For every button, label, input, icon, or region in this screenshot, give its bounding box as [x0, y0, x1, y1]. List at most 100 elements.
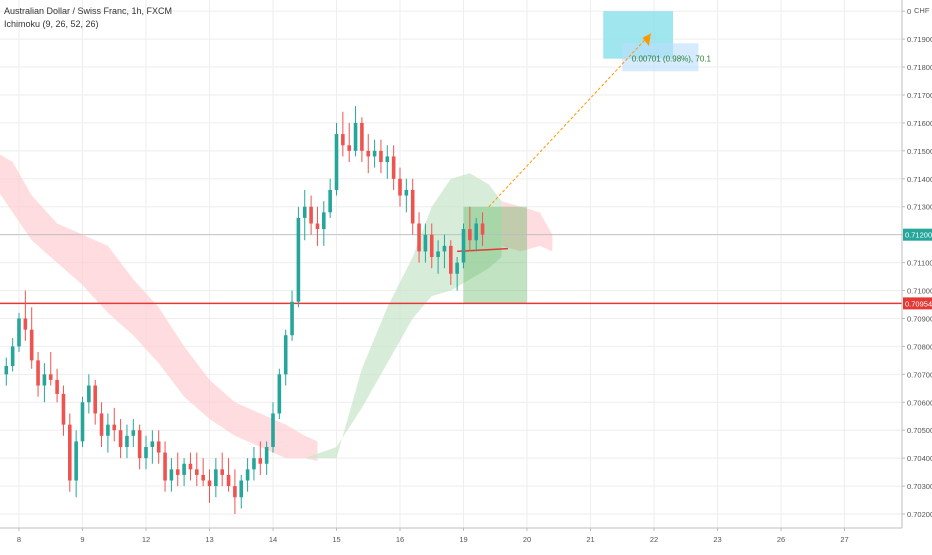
x-tick-label: 12: [142, 535, 150, 544]
candle-body: [252, 458, 256, 470]
candle-body: [17, 318, 21, 347]
candle-body: [169, 469, 174, 481]
candle-body: [106, 424, 110, 436]
candle-body: [156, 441, 161, 453]
candle-body: [296, 217, 301, 302]
candle-body: [398, 178, 402, 196]
symbol-title: Australian Dollar / Swiss Franc, 1h, FXC…: [4, 6, 173, 16]
y-tick-label: 0.70200: [907, 510, 932, 519]
y-tick-label: 0.71300: [907, 203, 932, 212]
candle-body: [150, 441, 155, 447]
y-tick-label: 0.71800: [907, 63, 932, 72]
candle-body: [474, 223, 478, 241]
candle-body: [55, 379, 59, 394]
measure-label: 0.00701 (0.98%), 70.1: [632, 54, 712, 63]
chart-legend: Australian Dollar / Swiss Franc, 1h, FXC…: [4, 5, 172, 31]
candle-body: [239, 480, 244, 498]
candle-body: [410, 189, 415, 224]
y-tick-label: 0.70400: [907, 454, 932, 463]
candle-body: [442, 245, 447, 252]
ichimoku-cloud-bullish: [304, 173, 502, 459]
y-tick-label: 0.71100: [907, 259, 932, 268]
x-tick-label: 20: [523, 535, 531, 544]
candle-body: [87, 385, 91, 403]
candle-body: [480, 223, 485, 235]
x-tick-label: 21: [586, 535, 594, 544]
candle-body: [207, 480, 212, 487]
projection-arrow: [488, 33, 652, 208]
candle-body: [366, 150, 371, 157]
measure-label-box: [622, 43, 699, 72]
current-price-tag-bg: [903, 228, 932, 241]
candle-body: [372, 150, 377, 157]
candle-body: [245, 469, 250, 481]
ichimoku-cloud-bearish: [0, 154, 318, 461]
price-axis-bg: [902, 0, 932, 550]
candle-body: [322, 212, 326, 230]
candle-body: [137, 430, 142, 459]
y-tick-label: 0.70500: [907, 426, 932, 435]
position-profit-zone: [463, 206, 527, 304]
y-tick-label: 0.70600: [907, 398, 932, 407]
y-tick-label: 0.71600: [907, 119, 932, 128]
y-tick-label: 0.70700: [907, 370, 932, 379]
indicator-title: Ichimoku (9, 26, 52, 26): [4, 19, 99, 29]
x-tick-label: 16: [396, 535, 404, 544]
candle-body: [379, 150, 383, 163]
horizontal-level-tag: 0.70954: [905, 299, 932, 308]
y-tick-label: 0: [907, 7, 911, 16]
candle-body: [48, 374, 53, 380]
y-tick-label: 0.71700: [907, 91, 932, 100]
candle-body: [347, 145, 351, 151]
candle-body: [118, 430, 123, 447]
candle-body: [4, 365, 9, 375]
candle-body: [226, 474, 231, 487]
candle-body: [125, 435, 129, 447]
candle-body: [195, 469, 199, 475]
candle-body: [188, 463, 193, 470]
y-tick-label: 0.71900: [907, 35, 932, 44]
horizontal-level-tag-bg: [903, 297, 932, 310]
candle-body: [93, 385, 97, 414]
candle-body: [42, 374, 47, 386]
candle-body: [175, 469, 180, 475]
candle-body: [334, 134, 339, 190]
x-tick-label: 23: [713, 535, 721, 544]
candle-body: [423, 234, 428, 252]
x-tick-label: 19: [459, 535, 467, 544]
candle-body: [74, 441, 78, 481]
currency-label: CHF: [914, 6, 930, 15]
candle-body: [144, 446, 148, 459]
candle-body: [309, 206, 313, 224]
candle-body: [258, 458, 263, 464]
candle-body: [283, 335, 288, 375]
candle-body: [99, 413, 104, 436]
trend-segment: [457, 247, 508, 253]
x-tick-label: 26: [777, 535, 785, 544]
candle-body: [233, 486, 237, 498]
x-tick-label: 22: [650, 535, 658, 544]
candle-body: [29, 329, 34, 361]
candle-body: [80, 402, 85, 442]
candle-body: [302, 206, 307, 218]
candle-body: [391, 156, 396, 179]
candle-body: [23, 318, 28, 330]
x-tick-label: 14: [269, 535, 277, 544]
candle-body: [163, 452, 167, 481]
x-tick-label: 15: [332, 535, 340, 544]
candle-body: [468, 229, 472, 241]
projection-arrow-head: [642, 33, 651, 47]
candle-body: [10, 346, 15, 366]
candle-body: [214, 469, 218, 487]
candle-body: [290, 301, 294, 336]
candle-body: [449, 245, 453, 274]
x-tick-label: 13: [205, 535, 213, 544]
candle-body: [277, 374, 282, 414]
y-tick-label: 0.70900: [907, 314, 932, 323]
ichimoku-cloud-bearish-future: [501, 201, 553, 252]
candle-body: [201, 474, 205, 481]
candle-body: [68, 424, 72, 481]
candle-body: [417, 223, 421, 252]
